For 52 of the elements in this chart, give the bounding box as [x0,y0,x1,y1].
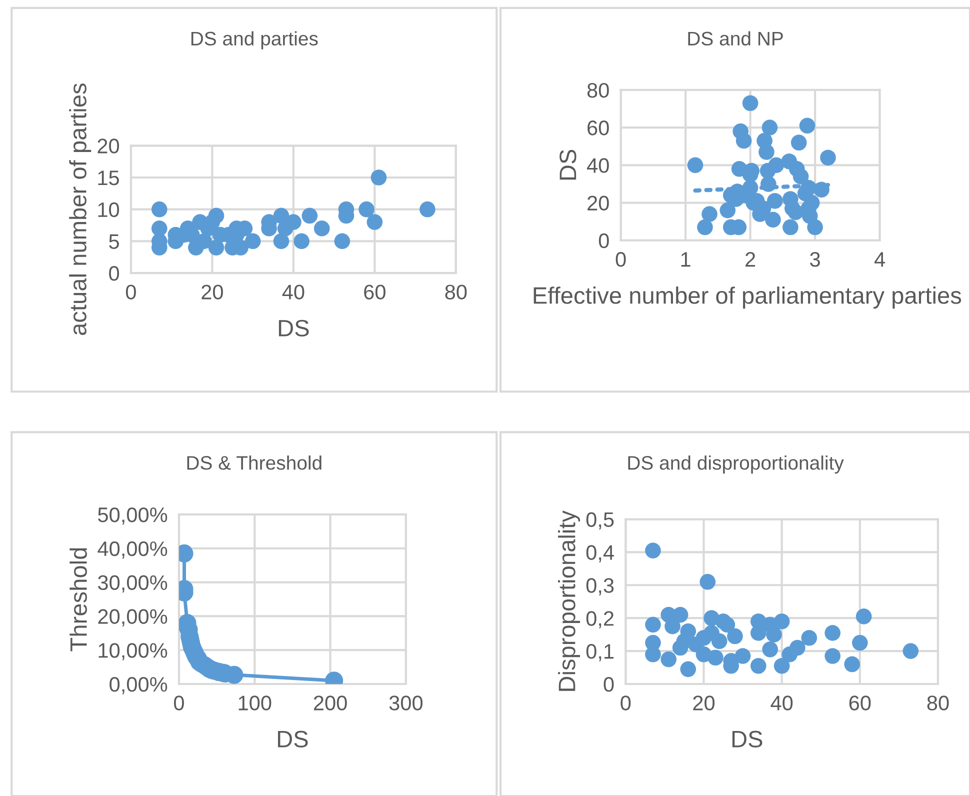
y-tick-label: 60 [588,120,609,136]
y-tick-label: 80 [587,82,609,98]
chart-title: DS & Threshold [187,455,322,470]
y-tick-label: 0,4 [586,545,614,562]
x-tick-label: 40 [770,696,793,710]
x-axis-title: DS [732,730,762,748]
x-tick-label: 0 [174,696,184,710]
y-tick-label: 40 [586,158,609,173]
x-tick-label: 3 [810,252,820,267]
y-tick-label: 10 [98,202,120,218]
y-tick-label: 0 [598,233,609,248]
y-tick-label: 0,1 [586,644,614,662]
y-tick-label: 20 [98,138,120,154]
y-tick-label: 5 [109,234,119,249]
y-tick-label: 0 [109,266,120,281]
x-tick-label: 60 [364,284,386,300]
x-tick-label: 0 [616,252,626,267]
chart-title: DS and parties [191,31,318,50]
x-tick-label: 200 [314,696,347,710]
y-tick-label: 0,3 [586,578,614,596]
x-tick-label: 100 [238,696,272,710]
y-axis-title: actual number of parties [69,84,92,335]
x-axis-title: Effective number of parliamentary parties [534,286,962,309]
x-tick-label: 2 [746,252,756,267]
y-tick-label: 0,2 [586,611,614,628]
chart-title: DS and disproportionality [628,455,844,474]
y-tick-label: 20,00% [98,609,168,626]
x-tick-label: 300 [389,696,423,710]
x-tick-label: 20 [202,284,223,300]
y-axis-title: Disproportionality [558,510,580,691]
x-axis-title: DS [278,320,309,337]
x-tick-label: 60 [849,696,871,710]
y-tick-label: 40,00% [98,541,168,559]
y-tick-label: 15 [98,170,119,186]
y-axis-title: Threshold [70,548,87,652]
y-tick-label: 0 [604,677,614,692]
chart-title: DS and NP [688,31,783,46]
x-axis-title: DS [278,730,308,748]
y-tick-label: 10,00% [98,643,168,660]
y-tick-label: 0,5 [586,512,614,530]
x-tick-label: 0 [620,696,631,710]
y-axis-title: DS [560,150,576,180]
x-tick-label: 4 [874,252,885,267]
y-tick-label: 0,00% [110,677,168,694]
y-tick-label: 20 [588,196,609,211]
x-tick-label: 20 [693,696,715,710]
x-tick-label: 80 [445,284,467,300]
x-tick-label: 1 [681,252,690,267]
x-tick-label: 80 [927,696,949,710]
y-tick-label: 50,00% [98,507,168,525]
y-tick-label: 30,00% [98,575,168,592]
x-tick-label: 40 [282,284,304,300]
